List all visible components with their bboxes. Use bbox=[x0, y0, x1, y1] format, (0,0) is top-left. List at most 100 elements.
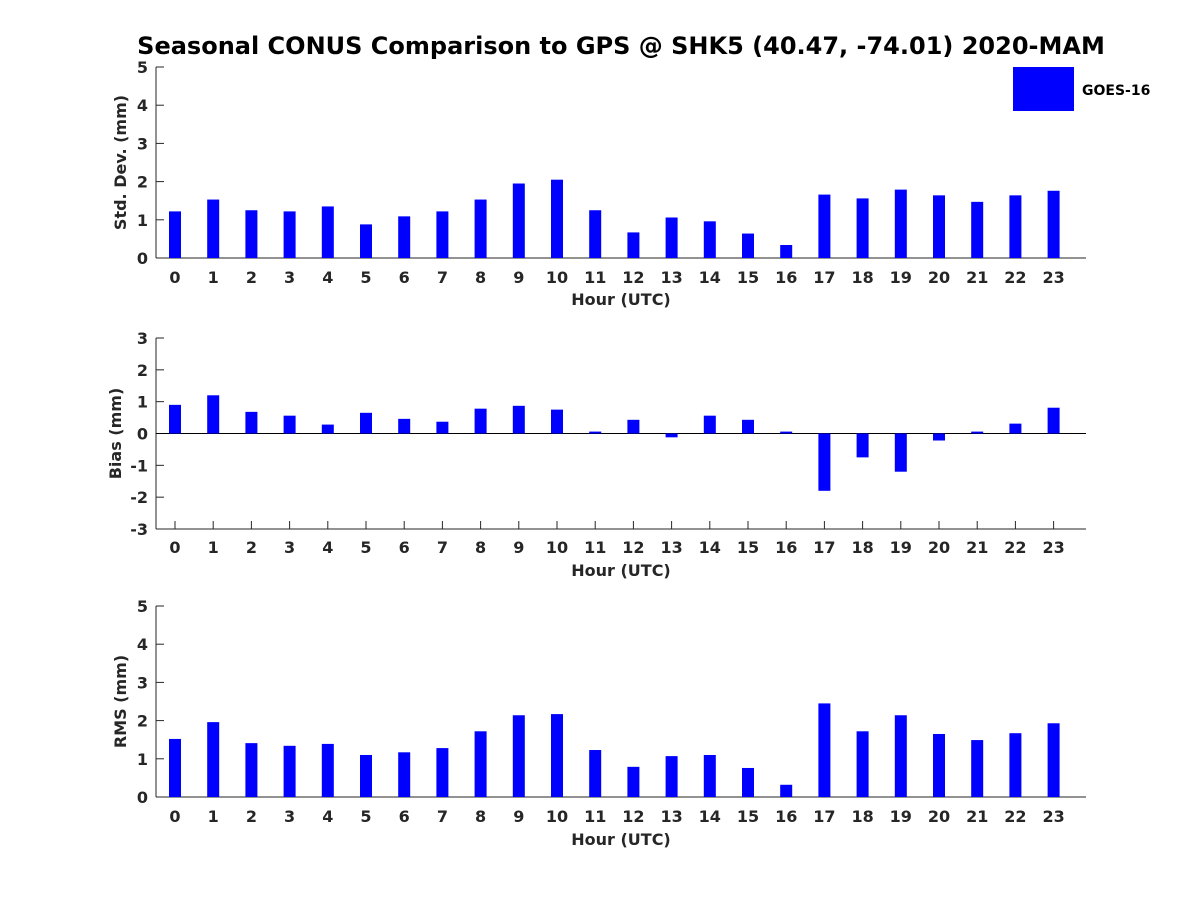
x-tick-label: 18 bbox=[851, 538, 873, 557]
x-tick-label: 17 bbox=[813, 268, 835, 287]
bar-std-hour-2 bbox=[245, 210, 258, 258]
bar-rms-hour-7 bbox=[436, 748, 449, 797]
x-tick-label: 0 bbox=[169, 538, 180, 557]
bar-std-hour-11 bbox=[589, 210, 602, 258]
bar-rms-hour-23 bbox=[1047, 723, 1060, 797]
bar-bias-hour-6 bbox=[398, 418, 411, 434]
bar-rms-hour-8 bbox=[474, 731, 487, 797]
bar-std-hour-19 bbox=[894, 189, 907, 258]
bar-bias-hour-5 bbox=[360, 412, 372, 434]
bar-std-hour-23 bbox=[1047, 190, 1060, 258]
x-tick-label: 5 bbox=[360, 268, 371, 287]
bar-bias-hour-22 bbox=[1009, 423, 1022, 434]
x-axis-label: Hour (UTC) bbox=[571, 830, 671, 849]
x-tick-label: 10 bbox=[546, 807, 568, 826]
bar-rms-hour-4 bbox=[321, 743, 334, 797]
x-tick-label: 2 bbox=[246, 807, 257, 826]
bar-rms-hour-9 bbox=[512, 715, 525, 797]
x-tick-label: 7 bbox=[437, 268, 448, 287]
bar-bias-hour-13 bbox=[665, 433, 678, 438]
y-tick-label: 0 bbox=[137, 249, 148, 268]
bar-std-hour-6 bbox=[398, 216, 411, 258]
x-tick-label: 21 bbox=[966, 538, 988, 557]
x-tick-label: 21 bbox=[966, 268, 988, 287]
x-tick-label: 1 bbox=[208, 538, 219, 557]
bar-std-hour-4 bbox=[321, 206, 334, 258]
x-tick-label: 3 bbox=[284, 538, 295, 557]
x-tick-label: 11 bbox=[584, 538, 606, 557]
x-tick-label: 22 bbox=[1004, 538, 1026, 557]
bar-std-hour-0 bbox=[169, 211, 181, 258]
x-tick-label: 8 bbox=[475, 807, 486, 826]
y-tick-label: -1 bbox=[130, 456, 148, 475]
legend-label: GOES-16 bbox=[1082, 83, 1150, 99]
bar-rms-hour-20 bbox=[933, 733, 945, 797]
bar-bias-hour-8 bbox=[474, 408, 487, 434]
bar-rms-hour-3 bbox=[283, 745, 296, 797]
x-tick-label: 2 bbox=[246, 538, 257, 557]
y-tick-label: 2 bbox=[137, 361, 148, 380]
bar-std-hour-1 bbox=[207, 199, 220, 258]
bar-std-hour-10 bbox=[551, 179, 563, 258]
bar-std-hour-5 bbox=[360, 224, 372, 258]
bar-bias-hour-21 bbox=[971, 431, 984, 434]
bar-rms-hour-2 bbox=[245, 743, 258, 797]
bar-rms-hour-0 bbox=[169, 738, 181, 797]
y-tick-label: 3 bbox=[137, 329, 148, 348]
x-tick-label: 23 bbox=[1042, 807, 1064, 826]
x-tick-label: 15 bbox=[737, 268, 759, 287]
bar-std-hour-15 bbox=[742, 233, 754, 258]
bar-rms-hour-17 bbox=[818, 703, 831, 797]
bar-rms-hour-11 bbox=[589, 750, 602, 797]
x-tick-label: 11 bbox=[584, 807, 606, 826]
x-tick-label: 13 bbox=[660, 807, 682, 826]
bar-bias-hour-20 bbox=[933, 433, 945, 441]
y-axis-label: RMS (mm) bbox=[111, 655, 130, 748]
x-tick-label: 20 bbox=[928, 807, 950, 826]
x-tick-label: 16 bbox=[775, 538, 797, 557]
x-tick-label: 3 bbox=[284, 807, 295, 826]
bar-std-hour-20 bbox=[933, 195, 945, 258]
y-tick-label: 2 bbox=[137, 173, 148, 192]
bar-rms-hour-15 bbox=[742, 767, 754, 797]
x-tick-label: 22 bbox=[1004, 268, 1026, 287]
x-tick-label: 4 bbox=[322, 807, 333, 826]
x-tick-label: 7 bbox=[437, 538, 448, 557]
bar-bias-hour-11 bbox=[589, 431, 602, 434]
bar-bias-hour-23 bbox=[1047, 407, 1060, 434]
y-tick-label: 1 bbox=[137, 211, 148, 230]
y-tick-label: 2 bbox=[137, 712, 148, 731]
x-tick-label: 9 bbox=[513, 807, 524, 826]
x-tick-label: 23 bbox=[1042, 538, 1064, 557]
y-tick-label: 5 bbox=[137, 597, 148, 616]
x-tick-label: 1 bbox=[208, 807, 219, 826]
bar-bias-hour-14 bbox=[703, 415, 716, 434]
y-tick-label: 1 bbox=[137, 750, 148, 769]
x-tick-label: 14 bbox=[699, 538, 721, 557]
x-tick-label: 14 bbox=[699, 268, 721, 287]
x-tick-label: 15 bbox=[737, 807, 759, 826]
y-tick-label: 4 bbox=[137, 635, 148, 654]
bar-rms-hour-18 bbox=[856, 731, 869, 797]
x-tick-label: 2 bbox=[246, 268, 257, 287]
bar-bias-hour-0 bbox=[169, 404, 181, 434]
x-tick-label: 14 bbox=[699, 807, 721, 826]
x-tick-label: 1 bbox=[208, 268, 219, 287]
bar-bias-hour-19 bbox=[894, 433, 907, 472]
x-tick-label: 9 bbox=[513, 538, 524, 557]
x-tick-label: 10 bbox=[546, 268, 568, 287]
x-tick-label: 20 bbox=[928, 268, 950, 287]
bar-std-hour-17 bbox=[818, 194, 831, 258]
x-tick-label: 0 bbox=[169, 268, 180, 287]
bar-rms-hour-16 bbox=[780, 784, 793, 797]
bar-bias-hour-17 bbox=[818, 433, 831, 491]
bar-rms-hour-10 bbox=[551, 714, 563, 797]
x-tick-label: 12 bbox=[622, 268, 644, 287]
bar-rms-hour-12 bbox=[627, 766, 640, 797]
x-tick-label: 3 bbox=[284, 268, 295, 287]
x-tick-label: 8 bbox=[475, 538, 486, 557]
bar-bias-hour-2 bbox=[245, 411, 258, 434]
x-tick-label: 19 bbox=[890, 538, 912, 557]
